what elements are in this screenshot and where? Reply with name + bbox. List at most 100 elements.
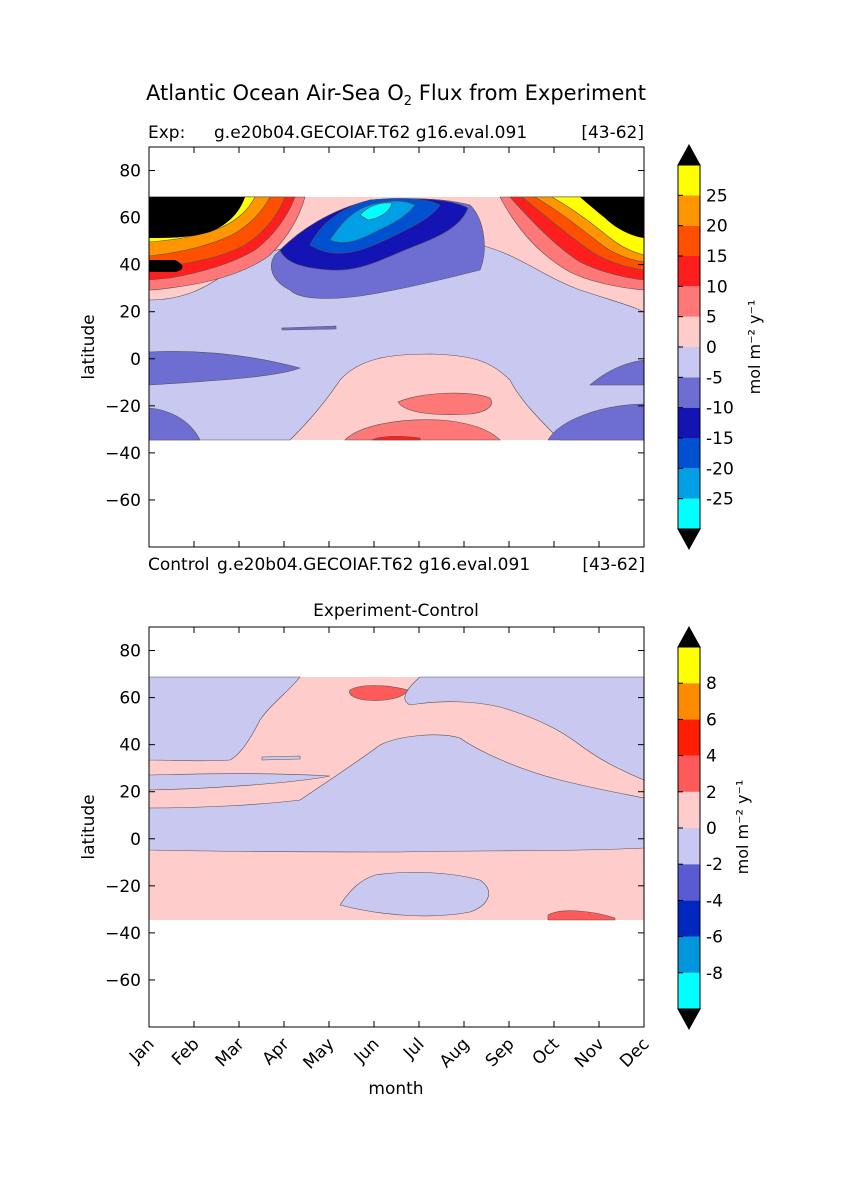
top-ylabel: latitude bbox=[79, 314, 99, 379]
top-contour-pos10-south bbox=[371, 435, 421, 441]
top-colorbar-segment bbox=[678, 286, 700, 317]
bottom-ytick-label: −20 bbox=[105, 877, 141, 897]
top-colorbar-segment bbox=[678, 407, 700, 438]
top-plot-area bbox=[149, 147, 644, 547]
bottom-ytick-label: 60 bbox=[119, 689, 141, 709]
top-colorbar-tick-label: 5 bbox=[706, 308, 717, 328]
top-contour-neg30 bbox=[359, 202, 393, 221]
bottom-xtick-label: Aug bbox=[436, 1034, 474, 1072]
figure-title-prefix: Atlantic Ocean Air-Sea O bbox=[146, 81, 404, 105]
bottom-xtick-label: Jan bbox=[125, 1034, 158, 1067]
bottom-colorbar-tick-label: -4 bbox=[706, 891, 723, 911]
top-contour-pos5-subtrop bbox=[397, 392, 492, 415]
top-ytick-label: 20 bbox=[119, 303, 141, 323]
top-contour-neg25 bbox=[329, 200, 416, 243]
figure-title-suffix: Flux from Experiment bbox=[412, 81, 646, 105]
bottom-title: Experiment-Control bbox=[313, 601, 479, 621]
bottom-xtick-label: Jul bbox=[399, 1034, 428, 1063]
top-colorbar-tick-label: -25 bbox=[706, 490, 734, 510]
bottom-contour-neg2-north-east bbox=[404, 676, 644, 781]
figure-title: Atlantic Ocean Air-Sea O2 Flux from Expe… bbox=[146, 81, 646, 109]
bottom-xtick-label: Apr bbox=[259, 1034, 294, 1069]
top-title-left: Exp: bbox=[148, 123, 185, 143]
bottom-colorbar-segment bbox=[678, 683, 700, 720]
top-colorbar-over bbox=[677, 143, 701, 166]
bottom-ytick-label: 0 bbox=[130, 830, 141, 850]
top-colorbar-segment bbox=[678, 438, 700, 469]
bottom-colorbar-segment bbox=[678, 864, 700, 901]
top-colorbar-tick-label: -20 bbox=[706, 459, 734, 479]
top-contour-neg10-south-west bbox=[149, 351, 301, 386]
top-colorbar-tick-label: -5 bbox=[706, 368, 723, 388]
bottom-colorbar-tick-label: 4 bbox=[706, 747, 717, 767]
top-colorbar-segment bbox=[678, 195, 700, 226]
top-colorbar-segment bbox=[678, 347, 700, 378]
top-ytick-label: −60 bbox=[105, 491, 141, 511]
bottom-ylabel: latitude bbox=[79, 794, 99, 859]
top-colorbar-tick-label: -15 bbox=[706, 429, 734, 449]
top-colorbar-segment bbox=[678, 316, 700, 347]
top-colorbar-segment bbox=[678, 225, 700, 256]
figure-title-subscript: 2 bbox=[404, 94, 412, 109]
bottom-contour-neg2-mid bbox=[149, 734, 644, 853]
bottom-xtick-label: May bbox=[300, 1034, 339, 1073]
bottom-ytick-label: 20 bbox=[119, 783, 141, 803]
bottom-colorbar-segment bbox=[678, 719, 700, 756]
bottom-colorbar-segment bbox=[678, 791, 700, 828]
top-colorbar-tick-label: 20 bbox=[706, 217, 728, 237]
top-ytick-label: 0 bbox=[130, 350, 141, 370]
top-colorbar-tick-label: 0 bbox=[706, 338, 717, 358]
bottom-contour-pos2-south bbox=[547, 910, 616, 921]
bottom-plot-area bbox=[149, 627, 644, 1027]
bottom-colorbar-label: mol m⁻² y⁻¹ bbox=[733, 780, 752, 875]
bottom-xtick-label: Sep bbox=[482, 1034, 519, 1071]
bottom-colorbar-tick-label: -8 bbox=[706, 964, 723, 984]
bottom-colorbar-segment bbox=[678, 936, 700, 973]
top-colorbar-tick-label: -10 bbox=[706, 399, 734, 419]
top-colorbar-segment bbox=[678, 165, 700, 196]
top-colorbar-segment bbox=[678, 498, 700, 529]
top-contour-neg10-south-east bbox=[589, 359, 644, 386]
top-contour-over-east bbox=[580, 197, 644, 238]
bottom-xlabel: month bbox=[368, 1079, 423, 1099]
bottom-colorbar-tick-label: -6 bbox=[706, 928, 723, 948]
top-contour-neg10-south-west2 bbox=[149, 407, 201, 441]
top-panel: Exp: g.e20b04.GECOIAF.T62 g16.eval.091 [… bbox=[79, 123, 764, 575]
top-title-center: g.e20b04.GECOIAF.T62 g16.eval.091 bbox=[214, 123, 527, 143]
bottom-colorbar-tick-label: 0 bbox=[706, 819, 717, 839]
top-y-axis: 80 60 40 20 0 −20 −40 −60 bbox=[105, 162, 644, 511]
top-colorbar: 25 20 15 10 5 0 -5 -10 -15 -20 -25 bbox=[677, 143, 734, 551]
top-colorbar-tick-label: 25 bbox=[706, 186, 728, 206]
top-colorbar-tick-label: 15 bbox=[706, 247, 728, 267]
bottom-xtick-label: Nov bbox=[571, 1034, 609, 1072]
top-contour-pos5-south bbox=[344, 419, 501, 441]
bottom-colorbar-segment bbox=[678, 972, 700, 1009]
top-colorbar-tick-label: 10 bbox=[706, 277, 728, 297]
bottom-colorbar-segment bbox=[678, 828, 700, 865]
bottom-ytick-label: 80 bbox=[119, 642, 141, 662]
bottom-xtick-label: Dec bbox=[616, 1034, 653, 1071]
bottom-contour-pos2-north bbox=[349, 685, 409, 701]
top-title-right: [43-62] bbox=[581, 123, 644, 143]
bottom-colorbar-tick-label: 2 bbox=[706, 783, 717, 803]
top-colorbar-segment bbox=[678, 256, 700, 287]
bottom-xtick-label: Feb bbox=[168, 1034, 203, 1069]
top-ytick-label: 60 bbox=[119, 209, 141, 229]
bottom-contour-neg2-line bbox=[261, 755, 301, 761]
bottom-y-axis: 80 60 40 20 0 −20 −40 −60 bbox=[105, 642, 644, 991]
top-subtitle-left: Control bbox=[148, 555, 209, 575]
top-ytick-label: −20 bbox=[105, 397, 141, 417]
bottom-ytick-label: 40 bbox=[119, 736, 141, 756]
top-x-ticks bbox=[148, 147, 645, 547]
top-ytick-label: 40 bbox=[119, 256, 141, 276]
top-contour-over-west bbox=[149, 197, 245, 238]
top-plot-frame bbox=[148, 146, 645, 548]
top-ytick-label: 80 bbox=[119, 162, 141, 182]
top-subtitle-center: g.e20b04.GECOIAF.T62 g16.eval.091 bbox=[217, 555, 530, 575]
bottom-colorbar-segment bbox=[678, 755, 700, 792]
bottom-contour-neg2-south bbox=[339, 871, 489, 917]
bottom-ytick-label: −40 bbox=[105, 924, 141, 944]
top-ytick-label: −40 bbox=[105, 444, 141, 464]
bottom-contour-neg2-north bbox=[149, 676, 301, 762]
